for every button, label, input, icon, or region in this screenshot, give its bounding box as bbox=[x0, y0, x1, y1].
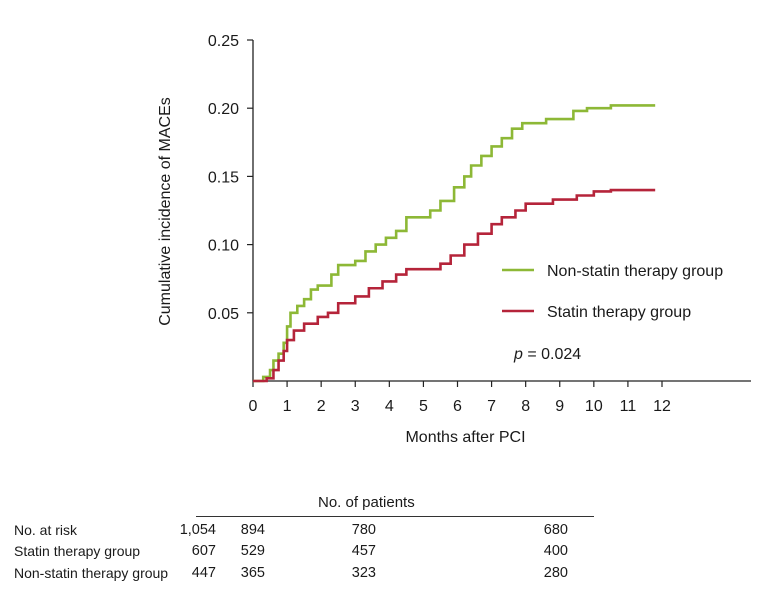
series-line-non-statin bbox=[253, 104, 656, 383]
risk-row-label-non-statin: Non-statin therapy group bbox=[14, 565, 169, 581]
p-value-annotation: p = 0.024 bbox=[513, 346, 581, 363]
kaplan-meier-chart: 0.050.100.150.200.250 1 2 3 4 5 6 7 8 9 10 11 12Mont… bbox=[157, 33, 751, 446]
risk-cell: 365 bbox=[240, 565, 265, 581]
x-tick-label: 9 bbox=[555, 398, 564, 415]
risk-cell: 894 bbox=[240, 522, 265, 538]
x-tick-label: 6 bbox=[453, 398, 462, 415]
risk-cell: 280 bbox=[543, 565, 568, 581]
risk-cell: 400 bbox=[543, 543, 568, 559]
risk-cell: 447 bbox=[191, 565, 216, 581]
x-tick-label: 8 bbox=[521, 398, 530, 415]
y-tick-label: 0.05 bbox=[208, 306, 239, 323]
y-axis-label: Cumulative incidence of MACEs bbox=[157, 97, 174, 326]
risk-cell: 529 bbox=[240, 543, 265, 559]
risk-cell: 457 bbox=[351, 543, 376, 559]
x-tick-label: 2 bbox=[317, 398, 326, 415]
x-tick-label: 3 bbox=[351, 398, 360, 415]
x-tick-label: 1 bbox=[283, 398, 292, 415]
series-line-statin bbox=[253, 188, 656, 383]
y-tick-label: 0.20 bbox=[208, 101, 239, 118]
x-tick-label: 12 bbox=[653, 398, 671, 415]
y-tick-label: 0.15 bbox=[208, 169, 239, 186]
risk-row-label-total: No. at risk bbox=[14, 522, 78, 538]
risk-row-label-statin: Statin therapy group bbox=[14, 543, 141, 559]
risk-cell: 323 bbox=[351, 565, 376, 581]
x-tick-label: 5 bbox=[419, 398, 428, 415]
legend-label-statin: Statin therapy group bbox=[547, 304, 691, 321]
y-tick-label: 0.25 bbox=[208, 33, 239, 50]
legend-label-non-statin: Non-statin therapy group bbox=[547, 263, 723, 280]
risk-cell: 680 bbox=[543, 522, 568, 538]
risk-table-title: No. of patients bbox=[318, 494, 415, 511]
y-tick-label: 0.10 bbox=[208, 238, 239, 255]
x-axis-label: Months after PCI bbox=[405, 429, 525, 446]
p-value-text: = 0.024 bbox=[523, 346, 581, 363]
risk-cell: 1,054 bbox=[179, 522, 216, 538]
x-tick-label: 4 bbox=[385, 398, 394, 415]
p-value-symbol: p bbox=[513, 346, 523, 363]
x-tick-label: 7 bbox=[487, 398, 496, 415]
risk-cell: 607 bbox=[191, 543, 216, 559]
x-tick-label: 0 bbox=[249, 398, 258, 415]
x-tick-label: 11 bbox=[620, 398, 637, 415]
x-tick-label: 10 bbox=[585, 398, 603, 415]
risk-cell: 780 bbox=[351, 522, 376, 538]
risk-table-rule bbox=[196, 516, 594, 517]
